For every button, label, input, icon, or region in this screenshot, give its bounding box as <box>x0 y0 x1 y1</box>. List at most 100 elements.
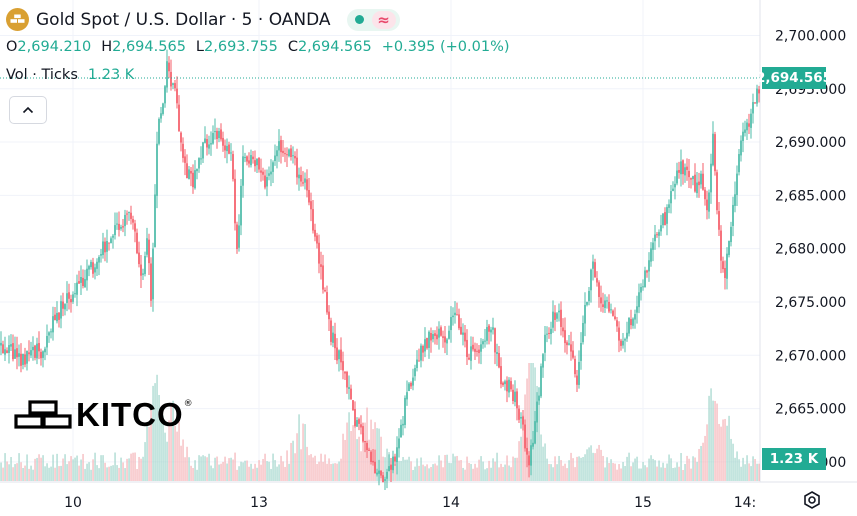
volume-bar <box>280 455 282 481</box>
price-axis[interactable]: 2,700.0002,695.0002,690.0002,685.0002,68… <box>775 28 846 470</box>
candle-body <box>68 292 70 299</box>
volume-bar <box>546 458 548 481</box>
market-status[interactable]: ≈ <box>346 8 400 31</box>
volume-bar <box>690 468 692 481</box>
volume-bar <box>502 466 504 481</box>
candle-body <box>348 387 350 389</box>
volume-bar <box>380 436 382 481</box>
candle-body <box>592 261 594 269</box>
volume-bar <box>292 440 294 481</box>
volume-bar <box>174 425 176 481</box>
volume-label: Vol · Ticks <box>6 67 78 83</box>
candle-body <box>706 199 708 211</box>
candle-body <box>742 131 744 142</box>
volume-legend[interactable]: Vol · Ticks 1.23 K <box>6 67 134 83</box>
candle-body <box>590 269 592 291</box>
candle-body <box>156 143 158 196</box>
candle-body <box>260 170 262 173</box>
candle-body <box>582 322 584 343</box>
volume-bar <box>214 457 216 481</box>
collapse-legend-button[interactable] <box>9 96 47 124</box>
candle-body <box>378 470 380 474</box>
volume-bar <box>412 470 414 481</box>
volume-bar <box>252 468 254 481</box>
volume-bar <box>430 467 432 481</box>
candle-body <box>216 130 218 140</box>
candle-body <box>206 139 208 148</box>
candle-body <box>756 88 758 104</box>
candle-body <box>62 301 64 309</box>
candle-body <box>450 317 452 331</box>
candle-body <box>144 256 146 275</box>
volume-bar <box>562 465 564 481</box>
volume-bar <box>752 456 754 481</box>
candle-body <box>272 162 274 172</box>
volume-bar <box>216 456 218 481</box>
volume-bar <box>114 452 116 481</box>
volume-bar <box>578 456 580 481</box>
candle-body <box>274 155 276 161</box>
volume-bar <box>118 467 120 481</box>
candle-body <box>396 447 398 463</box>
volume-bar <box>610 459 612 481</box>
price-tick-label: 2,675.000 <box>775 295 846 311</box>
volume-bar <box>508 465 510 481</box>
volume-bar <box>180 445 182 481</box>
symbol-title[interactable]: Gold Spot / U.S. Dollar · 5 · OANDA <box>36 9 331 30</box>
candle-body <box>566 342 568 346</box>
candle-body <box>294 155 296 159</box>
candle-body <box>350 388 352 400</box>
candle-body <box>200 158 202 160</box>
candle-body <box>622 340 624 346</box>
volume-bar <box>176 431 178 481</box>
candle-body <box>514 391 516 403</box>
candle-body <box>318 242 320 264</box>
candle-body <box>700 173 702 185</box>
candle-body <box>598 282 600 297</box>
volume-bar <box>302 423 304 481</box>
candle-body <box>436 334 438 340</box>
volume-bar <box>580 457 582 481</box>
volume-bar <box>312 457 314 481</box>
volume-bar <box>46 463 48 481</box>
volume-bar <box>16 463 18 481</box>
candle-body <box>634 314 636 320</box>
candle-body <box>0 342 2 346</box>
volume-bar <box>36 457 38 481</box>
candle-body <box>510 381 512 390</box>
candle-body <box>194 170 196 189</box>
candle-body <box>390 464 392 470</box>
candle-body <box>14 349 16 359</box>
volume-bar <box>528 363 530 481</box>
candle-body <box>572 350 574 358</box>
volume-bar <box>320 453 322 481</box>
candle-body <box>170 71 172 87</box>
candle-body <box>416 359 418 368</box>
volume-bar <box>568 460 570 481</box>
volume-bar <box>656 466 658 481</box>
candle-body <box>746 122 748 131</box>
candle-body <box>236 224 238 249</box>
volume-bar <box>510 467 512 481</box>
settings-icon[interactable] <box>801 489 823 511</box>
volume-bar <box>30 465 32 481</box>
volume-bar <box>448 462 450 481</box>
volume-bar <box>314 455 316 481</box>
candle-body <box>20 353 22 366</box>
candle-body <box>74 293 76 295</box>
candle-body <box>192 172 194 188</box>
candle-body <box>56 312 58 322</box>
volume-bar <box>678 466 680 481</box>
time-axis[interactable]: 10 13 14 15 14: <box>64 495 756 511</box>
volume-bar <box>414 466 416 481</box>
candle-body <box>246 156 248 162</box>
data-delay-icon[interactable]: ≈ <box>371 10 396 29</box>
candle-body <box>526 448 528 455</box>
candle-body <box>418 360 420 362</box>
candle-body <box>648 260 650 272</box>
candle-body <box>732 204 734 226</box>
volume-bar <box>86 463 88 481</box>
candle-body <box>448 330 450 339</box>
open-label: O <box>6 39 18 55</box>
candle-body <box>338 350 340 360</box>
